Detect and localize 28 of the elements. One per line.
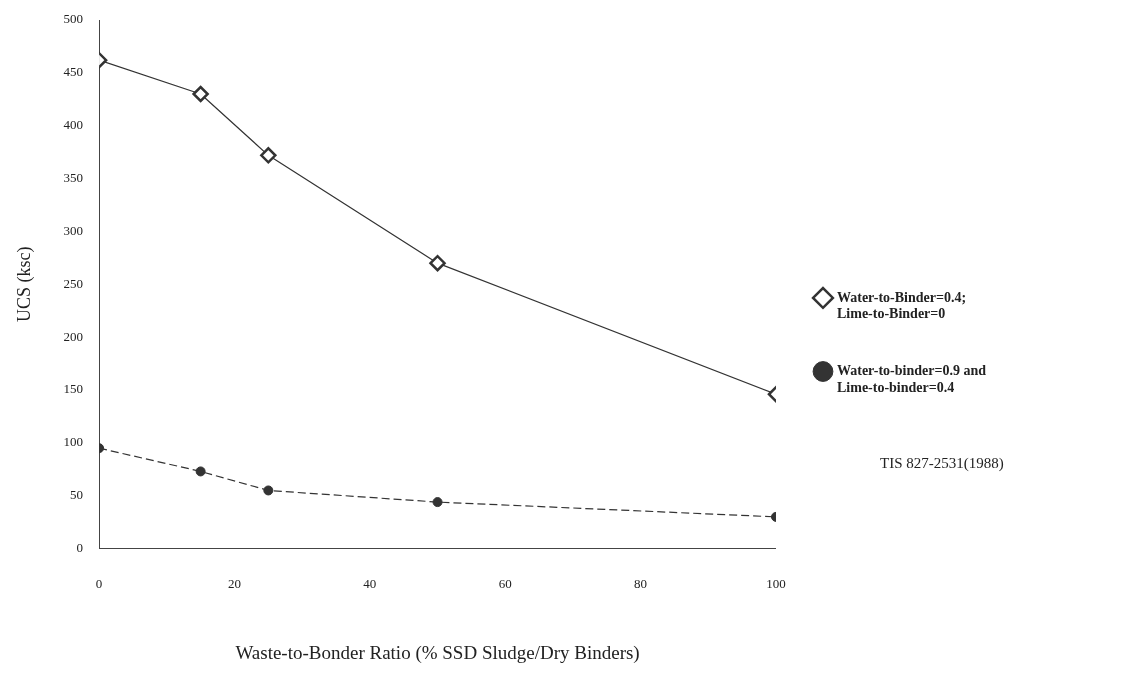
y-tick-label: 300 [63,222,84,238]
x-tick-label: 60 [498,575,512,591]
x-axis-title: Waste-to-Bonder Ratio (% SSD Sludge/Dry Binders) [235,641,640,664]
x-tick-label: 80 [634,575,648,591]
text: TIS 827-2531(1988) [880,455,1004,472]
y-tick-label: 200 [63,328,84,344]
y-tick-label: 150 [63,381,84,397]
y-tick-label: 350 [63,170,84,185]
point [260,147,277,164]
y-tick-label: 100 [63,434,84,450]
y-tick-label: 450 [63,64,84,80]
y-tick-label: 50 [70,487,84,503]
legend-label: Water-to-binder=0.9 and Lime-to-binder=0.4 [836,363,987,395]
y-tick-label: 0 [76,540,84,556]
x-tick-label: 100 [766,575,786,591]
x-tick-label: 20 [227,575,241,591]
x-tick-label: 40 [363,575,377,591]
x-tick-label: 0 [95,575,103,591]
point [432,497,443,508]
point [195,466,206,477]
point [192,85,209,103]
y-tick-label: 400 [63,117,84,133]
y-tick-label: 500 [63,11,84,27]
point [263,485,274,496]
y-tick-label: 250 [63,275,84,291]
point [429,254,446,272]
y-axis-title: UCS (ksc) [13,246,35,323]
legend-label: Water-to-Binder=0.4; Lime-to-Binder=0 [836,289,967,322]
